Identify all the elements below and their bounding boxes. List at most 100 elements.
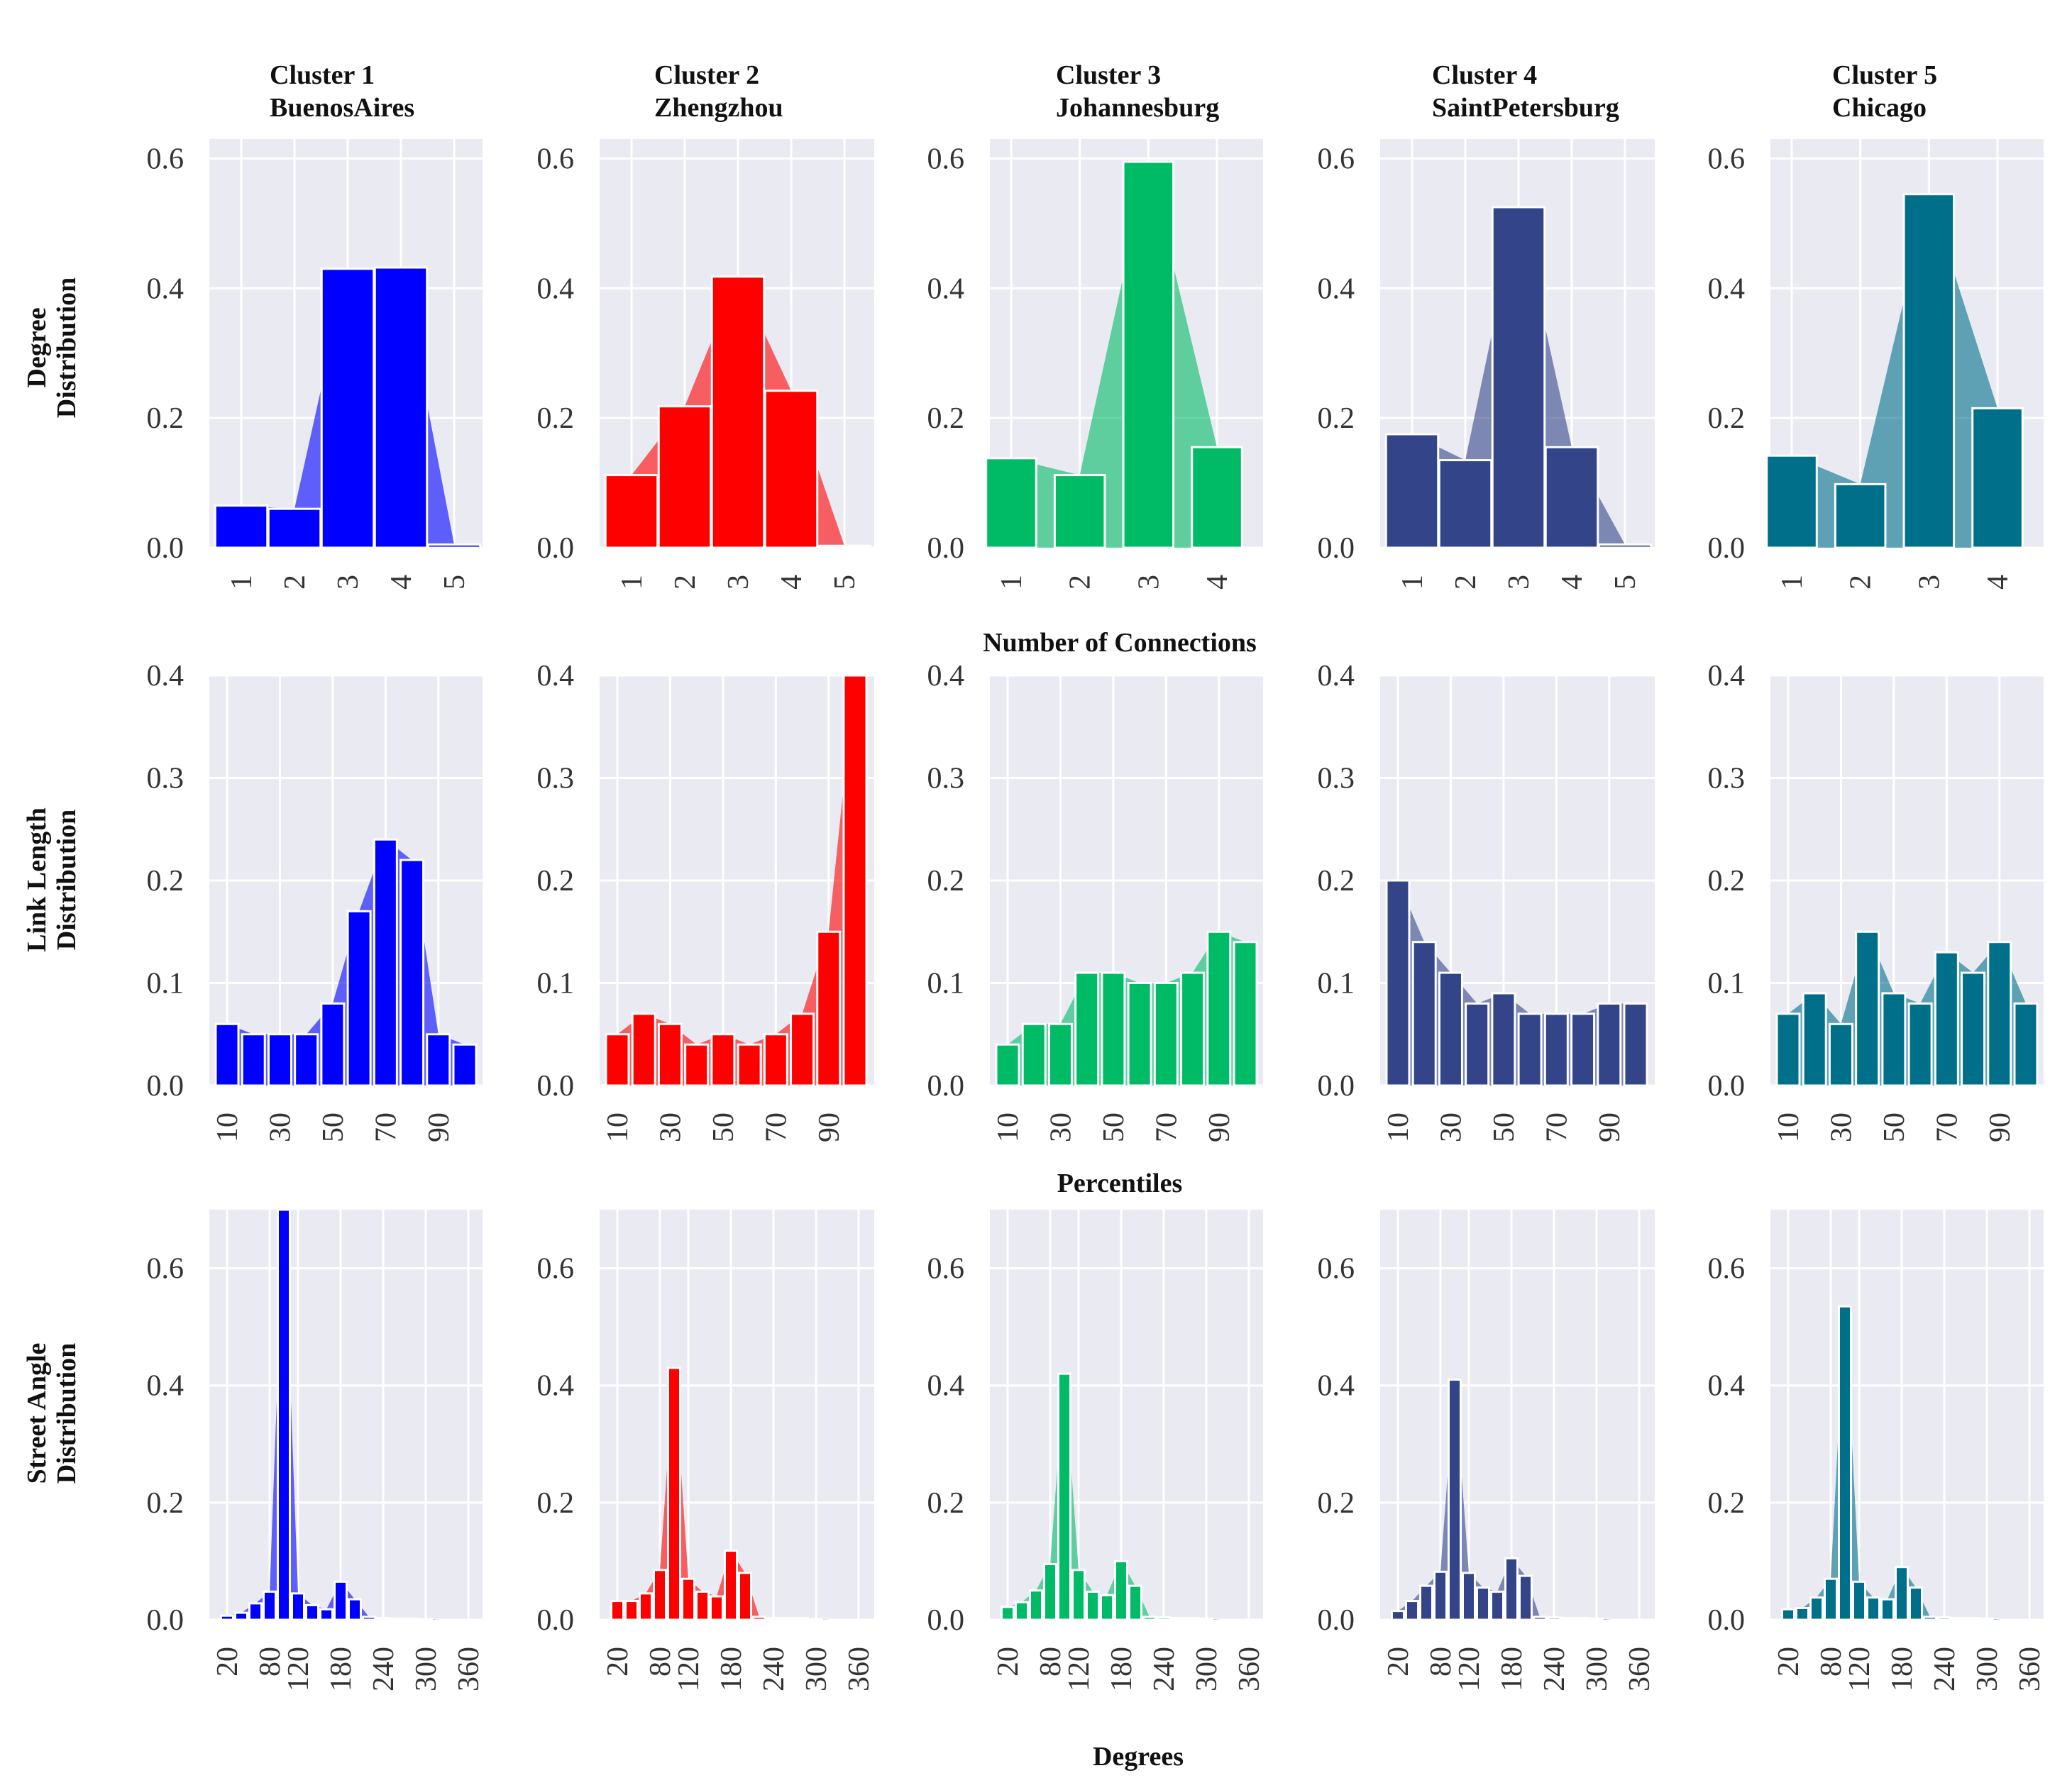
- y-tick-label: 0.6: [927, 143, 965, 175]
- bar: [1419, 1584, 1433, 1621]
- x-tick-label: 300: [1191, 1647, 1223, 1691]
- y-tick-label: 0.4: [537, 272, 575, 305]
- x-tick-label: 80: [1425, 1647, 1457, 1677]
- bar: [1029, 1589, 1043, 1621]
- bar: [399, 858, 425, 1087]
- x-tick-label: 30: [654, 1112, 687, 1142]
- x-tick-label: 240: [1148, 1647, 1181, 1691]
- y-tick-label: 0.4: [1708, 272, 1746, 305]
- bar: [1828, 1022, 1853, 1087]
- bar: [985, 457, 1037, 549]
- bar: [1491, 992, 1516, 1087]
- bar: [277, 1208, 291, 1621]
- bar: [1543, 1012, 1569, 1087]
- row-label-link-1: Link Length: [22, 807, 52, 952]
- xlabel-connections: Number of Connections: [983, 628, 1257, 658]
- bar: [1902, 193, 1956, 549]
- bar: [1071, 1569, 1086, 1621]
- y-tick-label: 0.6: [537, 1253, 575, 1286]
- x-tick-label: 50: [1098, 1112, 1130, 1142]
- bar: [1781, 1608, 1795, 1621]
- row-label-degree-2: Distribution: [52, 277, 82, 418]
- x-tick-label: 180: [715, 1647, 748, 1691]
- y-tick-label: 0.2: [1318, 1487, 1355, 1520]
- bar: [737, 1043, 762, 1087]
- y-tick-label: 0.0: [1708, 1604, 1746, 1637]
- y-tick-label: 0.2: [537, 865, 575, 898]
- bar: [1490, 1590, 1504, 1621]
- y-tick-label: 0.2: [1708, 402, 1746, 435]
- bar: [1114, 1559, 1128, 1621]
- bar: [781, 1617, 795, 1621]
- bar: [817, 544, 872, 549]
- bar: [1809, 1596, 1824, 1621]
- bar: [373, 838, 398, 1087]
- y-tick-label: 0.4: [1708, 1370, 1746, 1403]
- x-tick-label: 10: [602, 1112, 634, 1142]
- y-tick-label: 0.1: [927, 968, 965, 1000]
- plot-background: [209, 1210, 483, 1620]
- y-tick-label: 0.6: [1708, 1253, 1746, 1286]
- row-labels: Degree Distribution Link Length Distribu…: [22, 277, 82, 1484]
- x-tick-label: 3: [1913, 575, 1946, 590]
- bar: [681, 1577, 695, 1621]
- y-tick-label: 0.2: [147, 402, 184, 435]
- x-tick-label: 240: [1929, 1647, 1961, 1691]
- x-tick-label: 120: [1063, 1647, 1096, 1691]
- panel-r2-c2: 0.0 0.1 0.2 0.3 0.4 10 30 50 70 90: [537, 660, 874, 1142]
- y-tick-label: 0.0: [537, 1070, 575, 1103]
- x-tick-label: 90: [1594, 1112, 1626, 1142]
- bar: [1852, 1580, 1866, 1621]
- x-tick-label: 2: [279, 575, 312, 590]
- x-tick-label: 90: [1203, 1112, 1236, 1142]
- x-tick-label: 3: [1133, 575, 1165, 590]
- x-tick-label: 180: [1886, 1647, 1919, 1691]
- row-label-angle-2: Distribution: [52, 1343, 82, 1484]
- bar: [1570, 1012, 1596, 1087]
- x-tick-label: 180: [325, 1647, 358, 1691]
- bar: [604, 474, 659, 549]
- bar: [267, 507, 322, 549]
- y-tick-label: 0.6: [147, 143, 184, 175]
- bar: [404, 1617, 419, 1621]
- bar: [710, 275, 766, 549]
- bar: [1866, 1596, 1880, 1621]
- bar: [1206, 930, 1232, 1087]
- col-city-3: Johannesburg: [1056, 93, 1219, 123]
- y-tick-label: 0.6: [537, 143, 575, 175]
- row-label-angle-1: Street Angle: [22, 1343, 52, 1484]
- bar: [1987, 941, 2012, 1087]
- bar: [426, 1033, 451, 1087]
- x-axis-labels: Number of Connections Percentiles Degree…: [983, 628, 1257, 1772]
- col-title-2: Cluster 2: [654, 60, 759, 90]
- bar: [320, 267, 375, 549]
- y-tick-label: 0.2: [1318, 865, 1355, 898]
- col-city-1: BuenosAires: [270, 93, 414, 123]
- bar: [1391, 1610, 1405, 1621]
- y-tick-label: 0.3: [1708, 763, 1746, 795]
- x-tick-label: 2: [1450, 575, 1482, 590]
- x-tick-label: 300: [1581, 1647, 1614, 1691]
- y-tick-label: 0.2: [1708, 865, 1746, 898]
- x-tick-label: 10: [211, 1112, 244, 1142]
- y-tick-label: 0.4: [1318, 1370, 1355, 1403]
- y-tick-label: 0.0: [537, 532, 575, 565]
- x-tick-label: 20: [1773, 1647, 1805, 1677]
- y-tick-label: 0.4: [1318, 660, 1355, 692]
- y-tick-label: 0.2: [147, 1487, 184, 1520]
- plot-background: [1380, 1210, 1655, 1620]
- bar: [1881, 992, 1907, 1087]
- bar: [1438, 971, 1463, 1087]
- y-tick-label: 0.3: [1318, 763, 1355, 795]
- bar: [624, 1600, 639, 1621]
- x-tick-label: 90: [1984, 1112, 2017, 1142]
- bar: [1157, 1616, 1171, 1621]
- bar: [1980, 1617, 1994, 1621]
- bar: [305, 1603, 319, 1621]
- bar: [1127, 982, 1152, 1087]
- bar: [452, 1043, 478, 1087]
